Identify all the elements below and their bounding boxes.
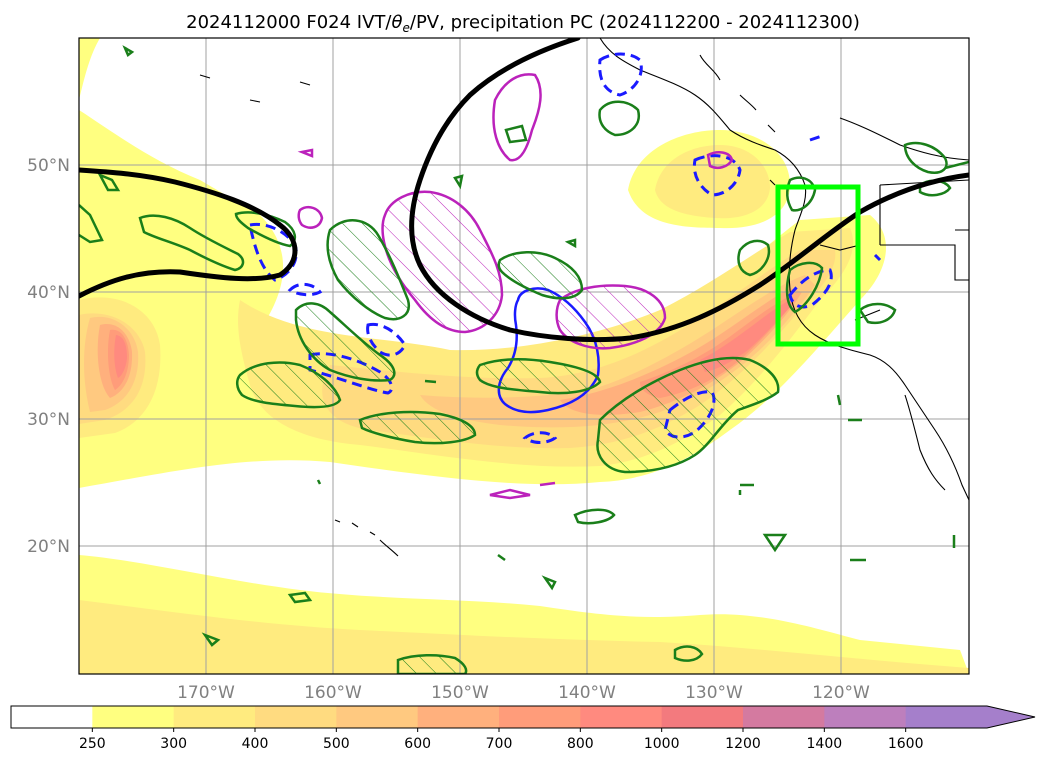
ivt-band-800 bbox=[114, 300, 792, 378]
colorbar-labels: 250 300 400 500 600 700 800 1000 1200 1400 1600 bbox=[79, 728, 924, 752]
x-tick-labels: 170°W 160°W 150°W 140°W 130°W 120°W bbox=[177, 683, 870, 703]
colorbar: 250 300 400 500 600 700 800 1000 1200 1400 1600 bbox=[10, 705, 1036, 752]
colorbar-swatches bbox=[11, 706, 987, 728]
chart-title: 2024112000 F024 IVT/θe/PV, precipitation… bbox=[186, 12, 860, 35]
colorbar-extend-arrow bbox=[987, 706, 1035, 728]
colorbar-tick-label: 250 bbox=[79, 736, 106, 752]
colorbar-swatch bbox=[255, 706, 337, 728]
colorbar-swatch bbox=[92, 706, 175, 728]
colorbar-tick-label: 1600 bbox=[888, 736, 924, 752]
colorbar-tick-label: 700 bbox=[486, 736, 513, 752]
y-tick-label: 30°N bbox=[27, 410, 70, 430]
colorbar-swatch bbox=[173, 706, 256, 728]
colorbar-tick-label: 400 bbox=[242, 736, 269, 752]
map-frame bbox=[78, 37, 970, 675]
green-contours bbox=[79, 45, 969, 674]
x-tick-label: 120°W bbox=[812, 683, 870, 703]
colorbar-tick-label: 500 bbox=[323, 736, 350, 752]
colorbar-tick-label: 1200 bbox=[725, 736, 761, 752]
y-tick-labels: 50°N 40°N 30°N 20°N bbox=[27, 156, 70, 557]
colorbar-tick-label: 300 bbox=[160, 736, 187, 752]
colorbar-tick-label: 600 bbox=[404, 736, 431, 752]
y-tick-label: 20°N bbox=[27, 537, 70, 557]
colorbar-swatch bbox=[661, 706, 744, 728]
colorbar-swatch bbox=[499, 706, 581, 728]
colorbar-swatch bbox=[417, 706, 500, 728]
y-tick-label: 50°N bbox=[27, 156, 70, 176]
x-tick-label: 170°W bbox=[177, 683, 235, 703]
thick-black-contour bbox=[79, 38, 969, 343]
colorbar-tick-label: 1000 bbox=[644, 736, 680, 752]
colorbar-swatch bbox=[743, 706, 825, 728]
graticule bbox=[79, 38, 969, 674]
x-tick-label: 160°W bbox=[304, 683, 362, 703]
colorbar-swatch bbox=[580, 706, 663, 728]
colorbar-swatch bbox=[824, 706, 907, 728]
colorbar-outline bbox=[10, 705, 1036, 729]
x-tick-label: 140°W bbox=[558, 683, 616, 703]
x-tick-label: 130°W bbox=[685, 683, 743, 703]
map-panel bbox=[78, 37, 970, 675]
highlight-box bbox=[775, 184, 861, 347]
x-tick-label: 150°W bbox=[431, 683, 489, 703]
colorbar-swatch bbox=[336, 706, 419, 728]
colorbar-swatch bbox=[905, 706, 987, 728]
colorbar-tick-label: 800 bbox=[567, 736, 594, 752]
colorbar-tick-label: 1400 bbox=[807, 736, 843, 752]
colorbar-swatch bbox=[11, 706, 93, 728]
y-tick-label: 40°N bbox=[27, 283, 70, 303]
